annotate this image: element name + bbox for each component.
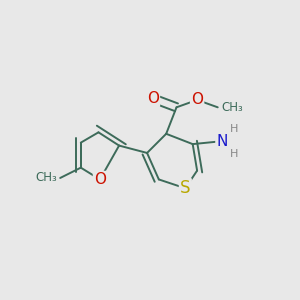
Text: O: O [147,91,159,106]
Text: S: S [180,179,190,197]
Text: H: H [230,124,238,134]
Text: CH₃: CH₃ [35,172,57,184]
Text: CH₃: CH₃ [221,101,243,114]
Text: O: O [191,92,203,107]
Text: H: H [230,148,238,158]
Text: O: O [94,172,106,187]
Text: N: N [217,134,228,149]
